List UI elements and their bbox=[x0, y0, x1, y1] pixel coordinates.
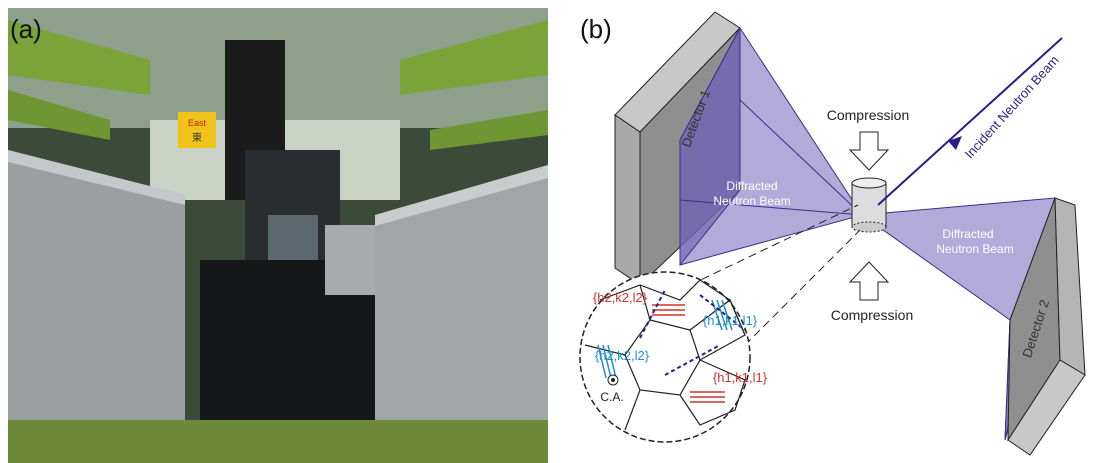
axis-symbol bbox=[611, 378, 615, 382]
beam-label: Diffracted bbox=[726, 179, 777, 193]
plane-label: {h2,k2,l2} bbox=[593, 290, 648, 305]
beam-label: Neutron Beam bbox=[936, 242, 1013, 256]
figure: East 東 (a) (b) Detector 1 Diffracted Neu… bbox=[0, 0, 1094, 463]
arrowhead bbox=[948, 136, 962, 150]
panel-label: (b) bbox=[580, 14, 612, 44]
axis-label: C.A. bbox=[600, 390, 623, 404]
arrow bbox=[850, 262, 888, 300]
incident-label: Incident Neutron Beam bbox=[962, 53, 1062, 162]
dashed-line bbox=[745, 230, 860, 345]
compression-label: Compression bbox=[827, 107, 909, 123]
beam-label: Neutron Beam bbox=[713, 194, 790, 208]
beam-label: Diffracted bbox=[942, 227, 993, 241]
plane-label: {h2,k2,l2} bbox=[595, 348, 650, 363]
plane-label: {h1,k1,l1} bbox=[703, 313, 758, 328]
plane-label: {h1,k1,l1} bbox=[713, 370, 768, 385]
compression-label: Compression bbox=[831, 307, 913, 323]
panel-label: (a) bbox=[10, 14, 42, 44]
sign-text: East bbox=[188, 118, 207, 128]
arrow bbox=[850, 132, 888, 170]
photo: East 東 bbox=[8, 8, 548, 463]
sign-text: 東 bbox=[192, 131, 202, 144]
